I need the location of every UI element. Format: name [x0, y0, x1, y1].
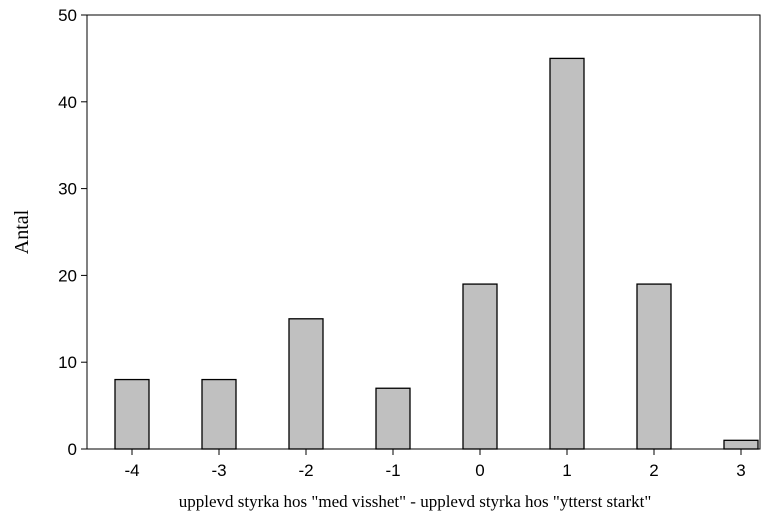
x-tick-label: 3 [736, 461, 745, 480]
bar-2 [636, 283, 672, 450]
bar--1 [375, 387, 411, 450]
y-tick-label: 10 [58, 353, 77, 372]
y-axis: 0 10 20 30 40 50 [58, 6, 87, 459]
y-tick-label: 40 [58, 93, 77, 112]
x-tick-label: 2 [649, 461, 658, 480]
x-axis-title: upplevd styrka hos "med visshet" - upple… [179, 492, 652, 511]
plot-frame [86, 14, 761, 450]
x-axis: -4 -3 -2 -1 0 1 2 3 [124, 449, 746, 480]
bars-group [114, 57, 759, 450]
bar-3 [723, 439, 759, 450]
bar--4 [114, 378, 150, 450]
bar--2 [288, 318, 324, 450]
bar--3 [201, 378, 237, 450]
y-tick-label: 20 [58, 266, 77, 285]
x-tick-label: -2 [298, 461, 313, 480]
x-tick-label: 0 [475, 461, 484, 480]
y-tick-label: 30 [58, 180, 77, 199]
bar-0 [462, 283, 498, 450]
y-tick-label: 0 [68, 440, 77, 459]
y-axis-title: Antal [11, 209, 33, 254]
y-tick-label: 50 [58, 6, 77, 25]
x-tick-label: -4 [124, 461, 139, 480]
x-tick-label: 1 [562, 461, 571, 480]
bar-1 [549, 57, 585, 450]
x-tick-label: -1 [385, 461, 400, 480]
x-tick-label: -3 [211, 461, 226, 480]
